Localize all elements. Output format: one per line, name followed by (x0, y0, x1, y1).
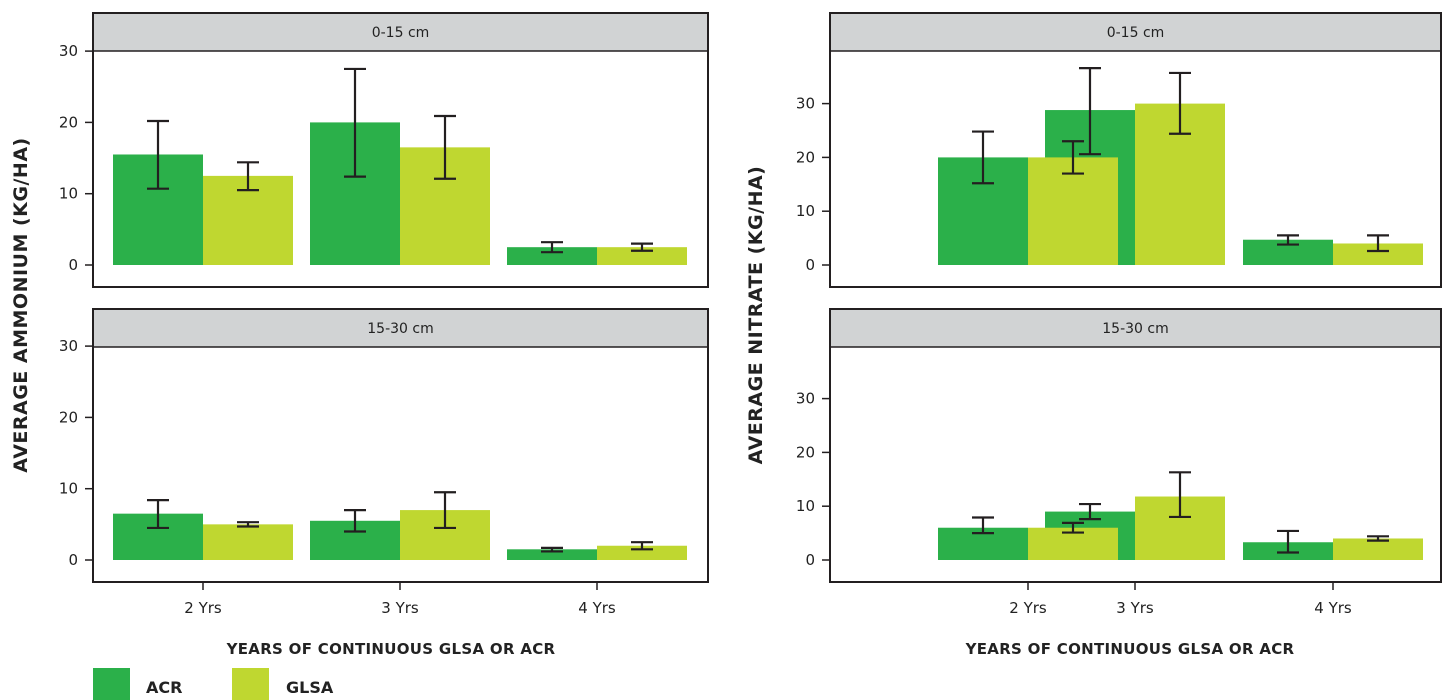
error-bar (1367, 535, 1389, 542)
panel-frame (829, 12, 1442, 288)
error-bar (1169, 471, 1191, 519)
error-bar (1062, 140, 1084, 175)
y-tick-label: 30 (796, 390, 815, 408)
x-tick-label: 2 Yrs (184, 599, 222, 617)
y-tick-label: 20 (59, 113, 78, 131)
x-tick-label: 4 Yrs (578, 599, 616, 617)
y-tick-label: 10 (796, 497, 815, 515)
error-bar (434, 491, 456, 530)
error-bar (434, 114, 456, 180)
bar-glsa (1028, 157, 1118, 265)
y-tick-label: 0 (68, 256, 78, 274)
x-tick-label: 2 Yrs (1009, 599, 1047, 617)
error-bar (631, 242, 653, 252)
error-bar (1062, 521, 1084, 534)
facet-strip (830, 309, 1441, 347)
plot-area: 0-15 cm 0 10 20 30 15-30 cm 0 10 20 30 2 Yrs 3 Yrs 4… (59, 12, 1442, 617)
facet-strip-label: 15-30 cm (1102, 321, 1168, 337)
error-bar (1169, 71, 1191, 135)
y-tick-label: 0 (805, 551, 815, 569)
facet-strip (830, 13, 1441, 51)
y-tick-label: 30 (796, 95, 815, 113)
error-bar (631, 541, 653, 551)
bar-glsa (203, 524, 293, 560)
y-tick-label: 0 (68, 551, 78, 569)
legend-label-acr: ACR (146, 678, 182, 697)
bar-acr (507, 247, 597, 265)
legend-swatch-glsa (232, 668, 269, 700)
y-tick-label: 0 (805, 256, 815, 274)
x-tick-label: 4 Yrs (1314, 599, 1352, 617)
legend-label-glsa: GLSA (286, 678, 334, 697)
y-tick-label: 30 (59, 337, 78, 355)
error-bar (237, 161, 259, 192)
facet-strip (93, 309, 708, 347)
error-bar (344, 67, 366, 178)
ammonium-panel-1: 0-15 cm 0 10 20 30 (59, 12, 709, 288)
panel-frame (92, 12, 709, 288)
right-y-axis-title: AVERAGE NITRATE (KG/HA) (745, 166, 767, 465)
error-bar (972, 130, 994, 185)
error-bar (972, 516, 994, 535)
error-bar (1079, 502, 1101, 521)
y-tick-label: 20 (59, 408, 78, 426)
bar-acr (507, 549, 597, 560)
bar-glsa (597, 247, 687, 265)
error-bar (1277, 234, 1299, 246)
x-tick-label: 3 Yrs (1116, 599, 1154, 617)
y-tick-label: 10 (59, 480, 78, 498)
error-bar (1277, 529, 1299, 554)
y-tick-label: 20 (796, 148, 815, 166)
nitrate-panel-2: 15-30 cm 0 10 20 30 2 Yrs 3 Yrs 4 Yrs (796, 308, 1442, 617)
error-bar (147, 119, 169, 190)
error-bar (237, 521, 259, 528)
bar-glsa (1333, 538, 1423, 560)
y-tick-label: 20 (796, 443, 815, 461)
bar-glsa (1333, 243, 1423, 265)
error-bar (1079, 66, 1101, 156)
ammonium-panel-2: 15-30 cm 0 10 20 30 2 Yrs 3 Yrs 4 Yrs (59, 308, 709, 617)
left-x-axis-title: YEARS OF CONTINUOUS GLSA OR ACR (226, 640, 556, 658)
y-tick-label: 10 (796, 202, 815, 220)
nitrate-panel-1: 0-15 cm 0 10 20 30 (796, 12, 1442, 288)
facet-strip (93, 13, 708, 51)
facet-strip-label: 0-15 cm (372, 25, 430, 41)
error-bar (541, 546, 563, 553)
right-x-axis-title: YEARS OF CONTINUOUS GLSA OR ACR (965, 640, 1295, 658)
facet-strip-label: 0-15 cm (1107, 25, 1165, 41)
error-bar (1367, 234, 1389, 253)
legend-swatch-acr (93, 668, 130, 700)
error-bar (147, 499, 169, 530)
left-y-axis-title: AVERAGE AMMONIUM (KG/HA) (10, 137, 32, 472)
bar-glsa (597, 545, 687, 560)
y-tick-label: 10 (59, 185, 78, 203)
facet-strip-label: 15-30 cm (367, 321, 433, 337)
y-tick-label: 30 (59, 42, 78, 60)
legend: ACR GLSA (93, 668, 334, 700)
error-bar (344, 508, 366, 533)
x-tick-label: 3 Yrs (381, 599, 419, 617)
error-bar (541, 241, 563, 254)
